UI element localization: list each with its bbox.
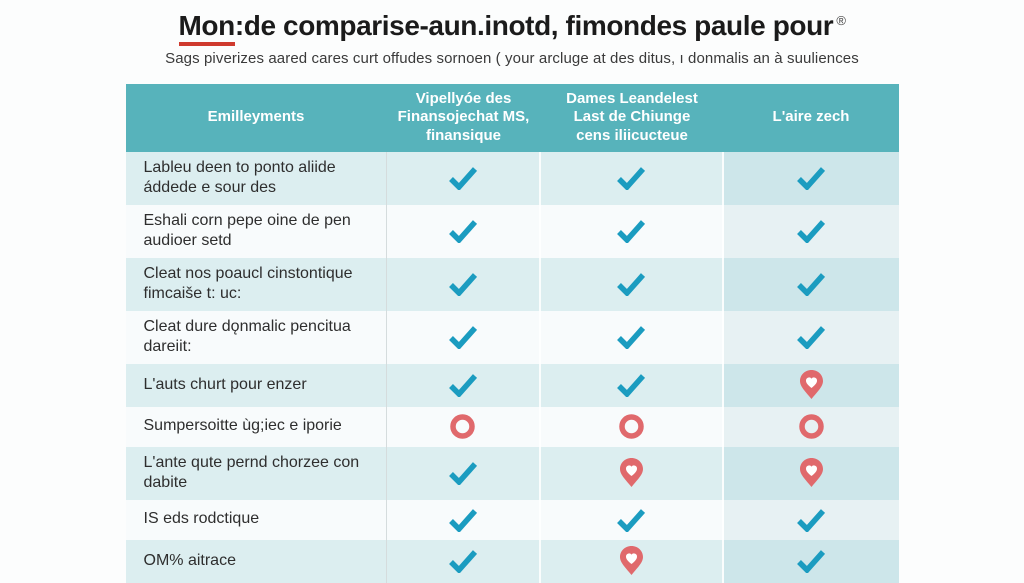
mark-cell-check: [723, 204, 899, 258]
pin-icon: [799, 369, 823, 399]
table-header-row: Emilleyments Vipellyóe des Finansojechat…: [125, 83, 899, 152]
comparison-table: Emilleyments Vipellyóe des Finansojechat…: [125, 83, 899, 583]
mark-cell-check: [723, 499, 899, 540]
check-icon: [448, 550, 477, 574]
check-icon: [617, 167, 646, 191]
column-header-features: Emilleyments: [207, 108, 305, 126]
mark-cell-check: [386, 446, 541, 500]
mark-cell-pin: [723, 363, 899, 407]
mark-cell-check: [386, 499, 541, 540]
mark-cell-check: [540, 204, 724, 258]
mark-cell-circle: [540, 406, 724, 447]
mark-cell-check: [723, 310, 899, 364]
mark-cell-check: [540, 151, 724, 205]
check-icon: [448, 462, 477, 486]
table-row: IS eds rodctique: [125, 499, 899, 540]
column-header-plan-3: L'aire zech: [772, 108, 850, 126]
table-row: OM% aitrace: [125, 539, 899, 583]
table-row: L'auts churt pour enzer: [125, 363, 899, 407]
check-icon: [617, 508, 646, 532]
mark-cell-check: [723, 257, 899, 311]
table-row: Sumpersoitte ùg;iec e iporie: [125, 406, 899, 447]
check-icon: [617, 326, 646, 350]
check-icon: [797, 167, 826, 191]
mark-cell-pin: [540, 446, 724, 500]
mark-cell-pin: [723, 446, 899, 500]
column-header-plan-1: Vipellyóe des Finansojechat MS, finansiq…: [397, 89, 530, 145]
check-icon: [797, 326, 826, 350]
row-label: Cleat dure dǫnmalic pencitua dareiit:: [125, 310, 387, 364]
mark-cell-check: [540, 499, 724, 540]
row-label: Sumpersoitte ùg;iec e iporie: [125, 406, 387, 447]
mark-cell-check: [386, 363, 541, 407]
mark-cell-check: [540, 257, 724, 311]
check-icon: [797, 273, 826, 297]
pin-icon: [619, 545, 643, 575]
table-row: Cleat dure dǫnmalic pencitua dareiit:: [125, 310, 899, 364]
row-label: L'auts churt pour enzer: [125, 363, 387, 407]
check-icon: [617, 374, 646, 398]
pin-icon: [799, 457, 823, 487]
mark-cell-check: [386, 257, 541, 311]
check-icon: [448, 167, 477, 191]
mark-cell-check: [386, 539, 541, 583]
row-label: IS eds rodctique: [125, 499, 387, 540]
row-label: L'ante qute pernd chorzee con dabite: [125, 446, 387, 500]
table-row: L'ante qute pernd chorzee con dabite: [125, 446, 899, 500]
table-row: Cleat nos poaucl cinstontique fimcaiše t…: [125, 257, 899, 311]
check-icon: [797, 508, 826, 532]
row-label: Lableu deen to ponto aliide áddede e sou…: [125, 151, 387, 205]
mark-cell-circle: [386, 406, 541, 447]
mark-cell-check: [386, 310, 541, 364]
check-icon: [448, 374, 477, 398]
table-row: Lableu deen to ponto aliide áddede e sou…: [125, 151, 899, 205]
circle-icon: [450, 414, 475, 439]
row-label: OM% aitrace: [125, 539, 387, 583]
mark-cell-pin: [540, 539, 724, 583]
pin-icon: [619, 457, 643, 487]
circle-icon: [798, 414, 824, 439]
mark-cell-check: [386, 204, 541, 258]
check-icon: [797, 220, 826, 244]
mark-cell-check: [723, 539, 899, 583]
check-icon: [448, 273, 477, 297]
row-label: Eshali corn pepe oine de pen audioer set…: [125, 204, 387, 258]
mark-cell-check: [723, 151, 899, 205]
check-icon: [797, 550, 826, 574]
check-icon: [617, 220, 646, 244]
check-icon: [617, 273, 646, 297]
table-body: Lableu deen to ponto aliide áddede e sou…: [125, 151, 899, 583]
registered-trademark-icon: ®: [836, 12, 846, 28]
check-icon: [448, 326, 477, 350]
title-text: :de comparise-aun.inotd, fimondes paule …: [234, 10, 834, 41]
page-title: Mon:de comparise-aun.inotd, fimondes pau…: [0, 9, 1024, 46]
mark-cell-circle: [723, 406, 899, 447]
row-label: Cleat nos poaucl cinstontique fimcaiše t…: [125, 257, 387, 311]
mark-cell-check: [386, 151, 541, 205]
mark-cell-check: [540, 363, 724, 407]
title-underlined-word: Mon: [178, 10, 235, 46]
column-header-plan-2: Dames Leandelest Last de Chiunge cens il…: [566, 89, 698, 145]
mark-cell-check: [540, 310, 724, 364]
page-subtitle: Sags piverizes aared cares curt offudes …: [165, 49, 859, 67]
circle-icon: [618, 414, 644, 439]
check-icon: [448, 508, 477, 532]
check-icon: [448, 220, 477, 244]
table-row: Eshali corn pepe oine de pen audioer set…: [125, 204, 899, 258]
